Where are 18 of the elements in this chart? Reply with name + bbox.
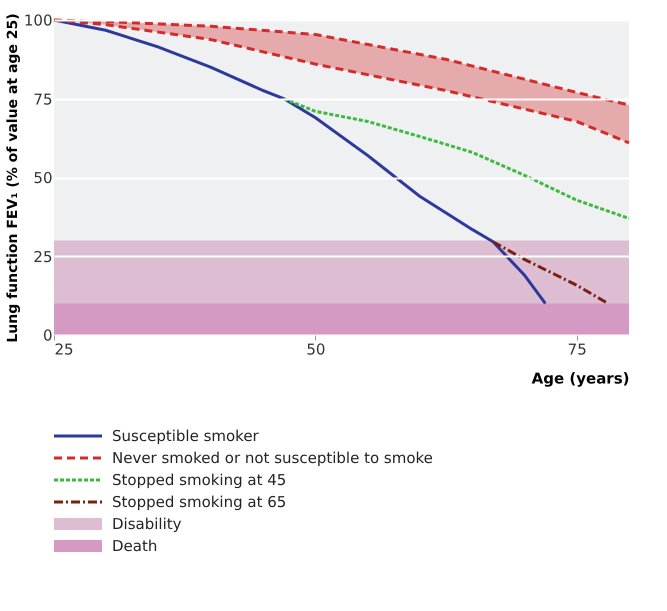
x-tick-label: 25: [54, 340, 74, 358]
line-series: [282, 97, 630, 220]
legend-label: Never smoked or not susceptible to smoke: [112, 449, 433, 467]
legend-label: Stopped smoking at 65: [112, 493, 286, 511]
y-tick-label: 100: [24, 12, 52, 30]
legend-label: Susceptible smoker: [112, 427, 260, 445]
y-tick-label: 75: [33, 90, 52, 108]
x-tick-label: 50: [306, 340, 326, 358]
line-series: [52, 18, 547, 305]
legend-label: Disability: [112, 515, 182, 533]
legend-label: Death: [112, 537, 158, 555]
x-axis-title: Age (years): [532, 370, 630, 388]
y-axis-title: Lung function FEV₁ (% of value at age 25): [4, 13, 21, 343]
y-tick-label: 25: [33, 248, 52, 266]
x-tick-label: 75: [568, 340, 587, 358]
y-tick-label: 0: [42, 326, 52, 344]
legend-label: Stopped smoking at 45: [112, 471, 286, 489]
y-tick-label: 50: [33, 169, 52, 187]
